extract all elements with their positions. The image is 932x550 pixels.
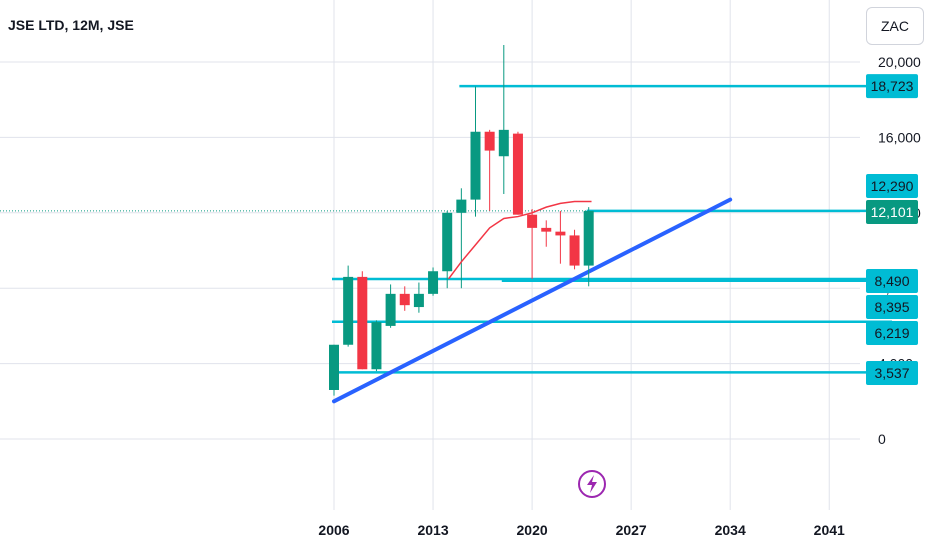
currency-button[interactable]: ZAC	[866, 7, 924, 45]
price-label: 12,290	[871, 178, 914, 194]
price-label: 18,723	[871, 78, 914, 94]
candle-body	[385, 293, 396, 326]
grid-lines	[0, 0, 860, 510]
candle-body	[442, 212, 453, 272]
candle-body	[498, 129, 509, 157]
moving-average-line	[448, 200, 592, 280]
y-tick-label: 16,000	[878, 129, 921, 145]
candle	[470, 86, 481, 217]
x-tick-label: 2034	[715, 522, 746, 538]
chart-title: JSE LTD, 12M, JSE	[8, 17, 134, 33]
candle-body	[569, 235, 580, 266]
trendline-layer	[332, 197, 733, 404]
candle	[442, 210, 453, 289]
candle-body	[371, 322, 382, 370]
candle	[484, 129, 495, 211]
candle-body	[357, 276, 368, 370]
price-label-box	[866, 74, 918, 99]
x-tick-label: 2020	[517, 522, 548, 538]
candle	[512, 131, 523, 215]
candle	[428, 267, 439, 296]
candle	[527, 209, 538, 279]
x-tick-label: 2027	[616, 522, 647, 538]
candle-body	[329, 344, 339, 390]
candles	[329, 45, 594, 396]
price-label: 3,537	[874, 365, 909, 381]
price-label-box	[866, 174, 918, 198]
x-tick-label: 2013	[417, 522, 448, 538]
price-label: 6,219	[874, 325, 909, 341]
candle-body	[555, 231, 566, 236]
lightning-bolt-icon[interactable]	[577, 469, 607, 499]
candle-body	[413, 293, 424, 308]
moving-average-layer	[448, 200, 592, 280]
y-tick-label: 0	[878, 431, 886, 447]
price-label-box	[866, 269, 918, 293]
candle	[399, 286, 410, 311]
candle	[357, 271, 368, 370]
candle-body	[527, 214, 538, 228]
horizontal-levels	[0, 84, 892, 374]
price-label-box	[866, 361, 918, 385]
candle	[569, 229, 580, 270]
candle	[555, 210, 566, 264]
candle-body	[470, 131, 481, 200]
candle-body	[512, 133, 523, 215]
candle-body	[583, 210, 594, 266]
price-label: 8,395	[874, 299, 909, 315]
x-tick-label: 2041	[814, 522, 845, 538]
candle	[456, 188, 467, 289]
candle	[541, 220, 552, 247]
candle	[498, 45, 509, 194]
candle	[343, 265, 354, 347]
x-tick-label: 2006	[318, 522, 349, 538]
candle	[385, 284, 396, 328]
candle-body	[541, 227, 552, 232]
candle-body	[343, 276, 354, 345]
x-axis: 2006 2013 2020 2027 2034 2041	[318, 522, 845, 538]
price-label-box	[866, 321, 918, 345]
trendline	[332, 197, 733, 404]
candle-body	[399, 293, 410, 306]
price-label-box	[866, 200, 918, 224]
candle	[329, 344, 339, 396]
candle	[583, 207, 594, 287]
price-label: 12,101	[871, 204, 914, 220]
price-label-box	[866, 295, 918, 319]
candle-body	[456, 199, 467, 213]
candle-body	[484, 131, 495, 151]
candle	[371, 320, 382, 372]
y-axis: 20,00016,00012,0008,0004,000018,72312,29…	[866, 54, 921, 447]
candle	[413, 282, 424, 313]
candle-body	[428, 271, 439, 294]
price-label: 8,490	[874, 273, 909, 289]
y-tick-label: 20,000	[878, 54, 921, 70]
